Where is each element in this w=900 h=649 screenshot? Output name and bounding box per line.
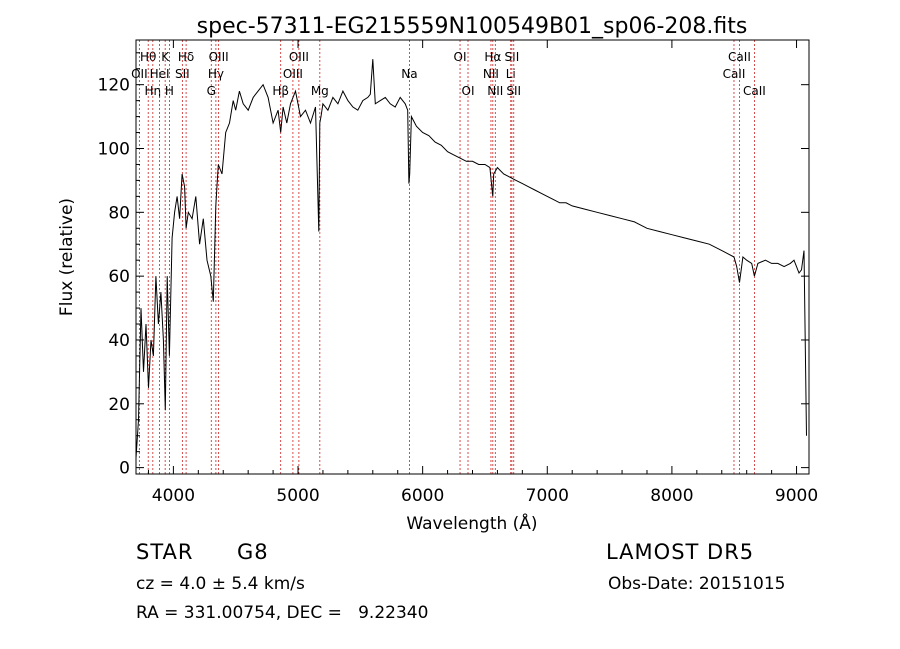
y-tick-label: 60 [108, 267, 130, 287]
line-label: OIII [283, 67, 303, 81]
object-class: STAR [136, 540, 194, 564]
x-tick-label: 8000 [650, 486, 693, 506]
line-label: CaII [723, 67, 746, 81]
y-axis-label: Flux (relative) [57, 198, 77, 316]
line-label: K [161, 50, 170, 64]
line-label: H [165, 84, 174, 98]
y-tick-label: 120 [98, 76, 130, 96]
line-label: Hη [145, 84, 162, 98]
line-label: Hβ [272, 84, 289, 98]
line-label: Hγ [208, 67, 224, 81]
line-label: HeI [150, 67, 170, 81]
line-label: OIII [209, 50, 229, 64]
y-tick-label: 20 [108, 395, 130, 415]
line-label: Na [401, 67, 417, 81]
line-label: Hθ [140, 50, 156, 64]
line-label: SII [175, 67, 190, 81]
line-label: Li [506, 67, 516, 81]
spectrum-line [135, 59, 807, 459]
line-label: G [207, 84, 216, 98]
x-tick-label: 7000 [526, 486, 569, 506]
line-label: OI [462, 84, 475, 98]
y-tick-label: 80 [108, 203, 130, 223]
y-axis: 0 20 40 60 80 100 120 [98, 52, 809, 479]
survey-label: LAMOST DR5 [606, 540, 755, 564]
line-label: SII [506, 84, 521, 98]
x-axis-label: Wavelength (Å) [406, 512, 537, 534]
x-tick-label: 5000 [276, 486, 319, 506]
line-label: OII [131, 67, 148, 81]
y-tick-label: 100 [98, 140, 130, 160]
line-label: Hδ [178, 50, 194, 64]
y-tick-label: 40 [108, 331, 130, 351]
y-tick-label: 0 [119, 459, 130, 479]
obs-date-text: Obs-Date: 20151015 [608, 574, 786, 594]
coordinates-text: RA = 331.00754, DEC = 9.22340 [136, 603, 429, 623]
x-tick-label: 9000 [775, 486, 818, 506]
line-label: Hα [484, 50, 501, 64]
line-label: SII [505, 50, 520, 64]
object-subclass: G8 [237, 540, 269, 564]
line-label: Mg [311, 84, 329, 98]
line-label: OIII [289, 50, 309, 64]
chart-title: spec-57311-EG215559N100549B01_sp06-208.f… [197, 14, 748, 39]
redshift-text: cz = 4.0 ± 5.4 km/s [136, 574, 305, 594]
x-tick-label: 4000 [152, 486, 195, 506]
line-label: NII [483, 67, 499, 81]
line-label: CaII [743, 84, 766, 98]
x-tick-label: 6000 [401, 486, 444, 506]
line-label: NII [487, 84, 503, 98]
emission-line-markers: OIIHθHηHeIKHSIIHδGHγOIIIHβOIIIOIIIMgNaOI… [131, 40, 766, 474]
line-label: OI [454, 50, 467, 64]
line-label: CaII [728, 50, 751, 64]
x-axis: 4000 5000 6000 7000 8000 9000 [147, 40, 818, 506]
